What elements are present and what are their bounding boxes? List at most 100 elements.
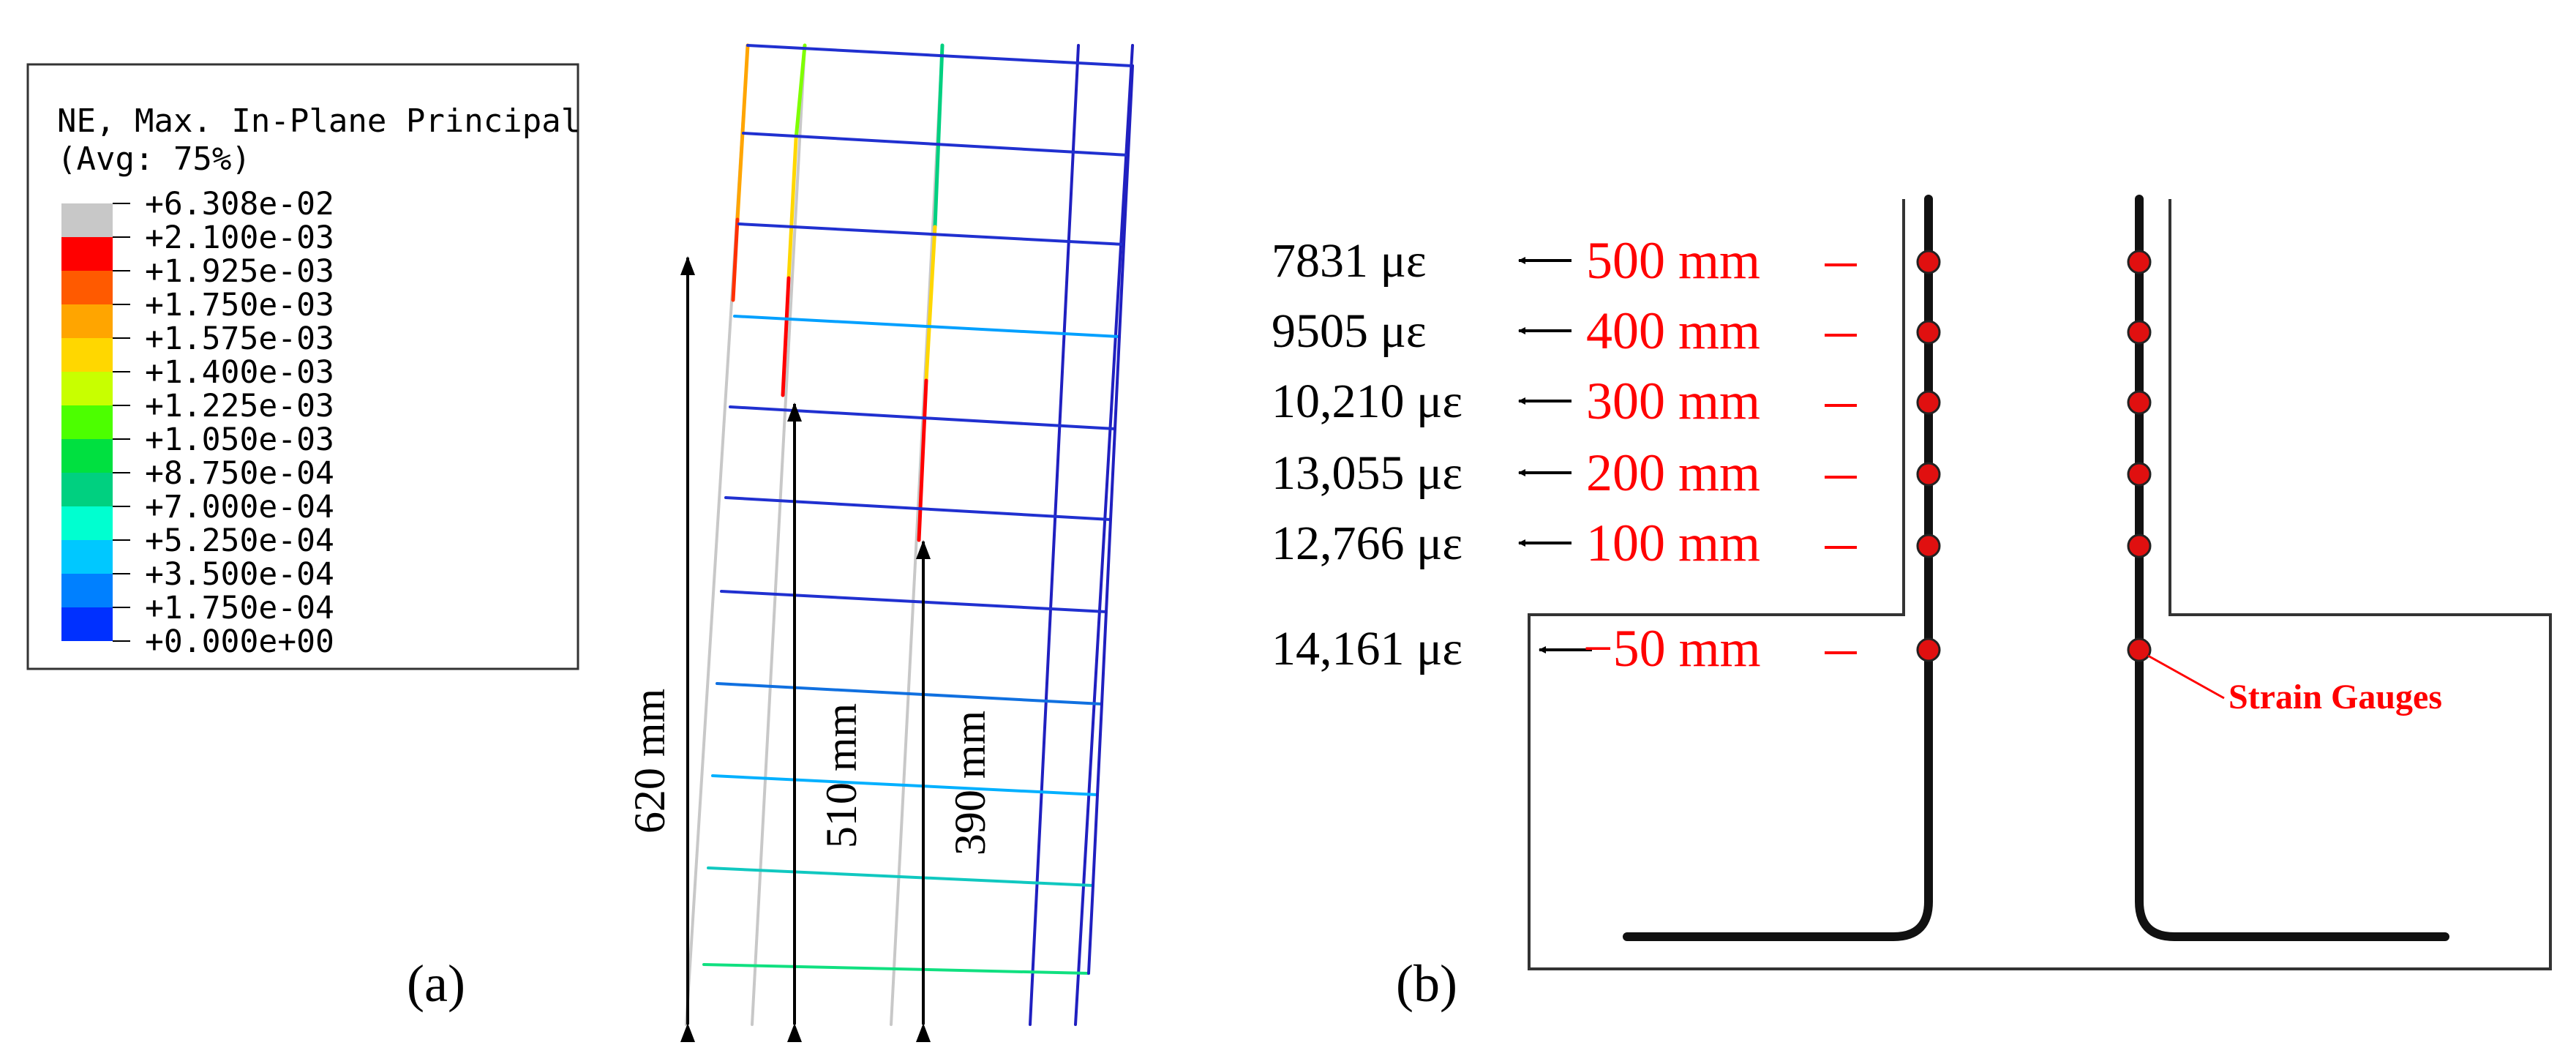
legend-value: +5.250e-04 <box>145 523 334 559</box>
dimension-620: 620 mm <box>626 256 695 1042</box>
strain-gauge <box>2127 320 2152 345</box>
mesh-line <box>933 43 945 229</box>
strain-gauge <box>1916 533 1941 558</box>
legend-swatch <box>61 439 113 473</box>
mesh-line <box>737 222 1125 246</box>
strain-gauge <box>2127 250 2152 274</box>
legend-value: +1.575e-03 <box>145 321 334 357</box>
mesh-line <box>720 590 1108 613</box>
dimension-510: 510 mm <box>787 402 865 1042</box>
strain-gauges <box>1916 250 2152 662</box>
mesh-line <box>890 44 944 1026</box>
strain-gauge <box>1916 462 1941 487</box>
legend-value: +7.000e-04 <box>145 489 334 525</box>
measurement-row: 10,210 με 300 mm <box>1272 372 1857 430</box>
mesh-line <box>917 378 928 542</box>
dimension-label: 390 mm <box>946 711 994 855</box>
mesh-line <box>707 866 1094 887</box>
measurement-row: 9505 με 400 mm <box>1272 302 1857 360</box>
legend-value: +1.750e-04 <box>145 590 334 626</box>
contour-legend: NE, Max. In-Plane Principal (Avg: 75%) +… <box>26 63 580 670</box>
dimension-390: 390 mm <box>916 540 994 1042</box>
strain-gauge <box>2127 462 2152 487</box>
legend-value: +1.400e-03 <box>145 354 334 391</box>
legend-value: +8.750e-04 <box>145 455 334 492</box>
panel-label-b: (b) <box>1396 954 1457 1013</box>
legend-value: +0.000e+00 <box>145 624 334 660</box>
legend-swatch <box>61 540 113 574</box>
mesh-line <box>1087 64 1134 975</box>
mesh-line <box>924 225 937 383</box>
mesh-line <box>781 276 791 397</box>
legend-value: +6.308e-02 <box>145 186 334 222</box>
mesh-line <box>786 137 798 280</box>
gauge-pointer <box>2147 654 2225 700</box>
legend-title-line1: NE, Max. In-Plane Principal <box>57 102 580 140</box>
legend-swatch <box>61 405 113 439</box>
mesh-line <box>711 774 1099 796</box>
strain-value: 13,055 με <box>1272 446 1462 500</box>
legend-value: +1.925e-03 <box>145 253 334 290</box>
strain-gauges-label: Strain Gauges <box>2228 678 2442 716</box>
measurement-row: 13,055 με 200 mm <box>1272 443 1857 502</box>
legend-color-scale <box>61 203 130 642</box>
strain-value: 9505 με <box>1272 304 1427 358</box>
legend-swatch <box>61 203 113 237</box>
height-label: 300 mm <box>1586 372 1760 430</box>
mesh-line <box>731 217 740 302</box>
rebar-right <box>2135 195 2449 941</box>
mesh-line <box>733 315 1121 338</box>
measurement-row: 14,161 με −50 mm <box>1272 619 1857 678</box>
rebar-left <box>1623 195 1933 941</box>
strain-gauge <box>2127 637 2152 662</box>
strain-value: 12,766 με <box>1272 517 1462 570</box>
strain-value: 14,161 με <box>1272 622 1462 675</box>
mesh-line <box>716 682 1103 705</box>
strain-gauge <box>1916 637 1941 662</box>
legend-value: +1.050e-03 <box>145 422 334 458</box>
strain-gauge <box>2127 533 2152 558</box>
legend-swatch <box>61 607 113 641</box>
strain-gauge <box>2127 390 2152 415</box>
panel-a: NE, Max. In-Plane Principal (Avg: 75%) +… <box>26 43 1134 1042</box>
mesh-line <box>1029 44 1080 1026</box>
height-label: 500 mm <box>1586 231 1760 290</box>
strain-value: 10,210 με <box>1272 375 1462 428</box>
legend-swatch <box>61 271 113 304</box>
dimension-label: 620 mm <box>626 689 674 834</box>
legend-frame <box>26 63 579 670</box>
strain-gauge <box>1916 390 1941 415</box>
legend-value: +1.750e-03 <box>145 287 334 323</box>
measurement-row: 7831 με 500 mm <box>1272 231 1857 290</box>
height-label: −50 mm <box>1583 619 1761 678</box>
legend-swatch <box>61 372 113 405</box>
legend-swatch <box>61 338 113 372</box>
strain-gauge <box>1916 320 1941 345</box>
concrete-outline <box>1528 199 2552 970</box>
dimension-label: 510 mm <box>817 703 865 848</box>
strain-value: 7831 με <box>1272 234 1427 288</box>
legend-swatch <box>61 574 113 607</box>
mesh-line <box>1074 44 1134 1026</box>
legend-swatch <box>61 506 113 540</box>
height-label: 100 mm <box>1586 514 1760 572</box>
mesh-line <box>746 44 1134 67</box>
legend-value: +3.500e-04 <box>145 556 334 593</box>
mesh-line <box>751 44 806 1026</box>
panel-b: Strain Gauges 7831 με 500 mm 9505 με 400… <box>1272 195 2552 1013</box>
strain-gauge <box>1916 250 1941 274</box>
legend-title-line2: (Avg: 75%) <box>57 141 251 178</box>
height-label: 200 mm <box>1586 443 1760 502</box>
mesh-line <box>742 132 1130 157</box>
mesh-line <box>794 43 807 141</box>
height-label: 400 mm <box>1586 302 1760 360</box>
legend-value: +1.225e-03 <box>145 388 334 424</box>
legend-swatch <box>61 473 113 506</box>
legend-swatch <box>61 237 113 271</box>
legend-swatch <box>61 304 113 338</box>
measurement-row: 12,766 με 100 mm <box>1272 514 1857 572</box>
legend-value: +2.100e-03 <box>145 220 334 256</box>
legend-values: +6.308e-02 +2.100e-03 +1.925e-03 +1.750e… <box>145 186 334 660</box>
panel-label-a: (a) <box>407 954 465 1013</box>
